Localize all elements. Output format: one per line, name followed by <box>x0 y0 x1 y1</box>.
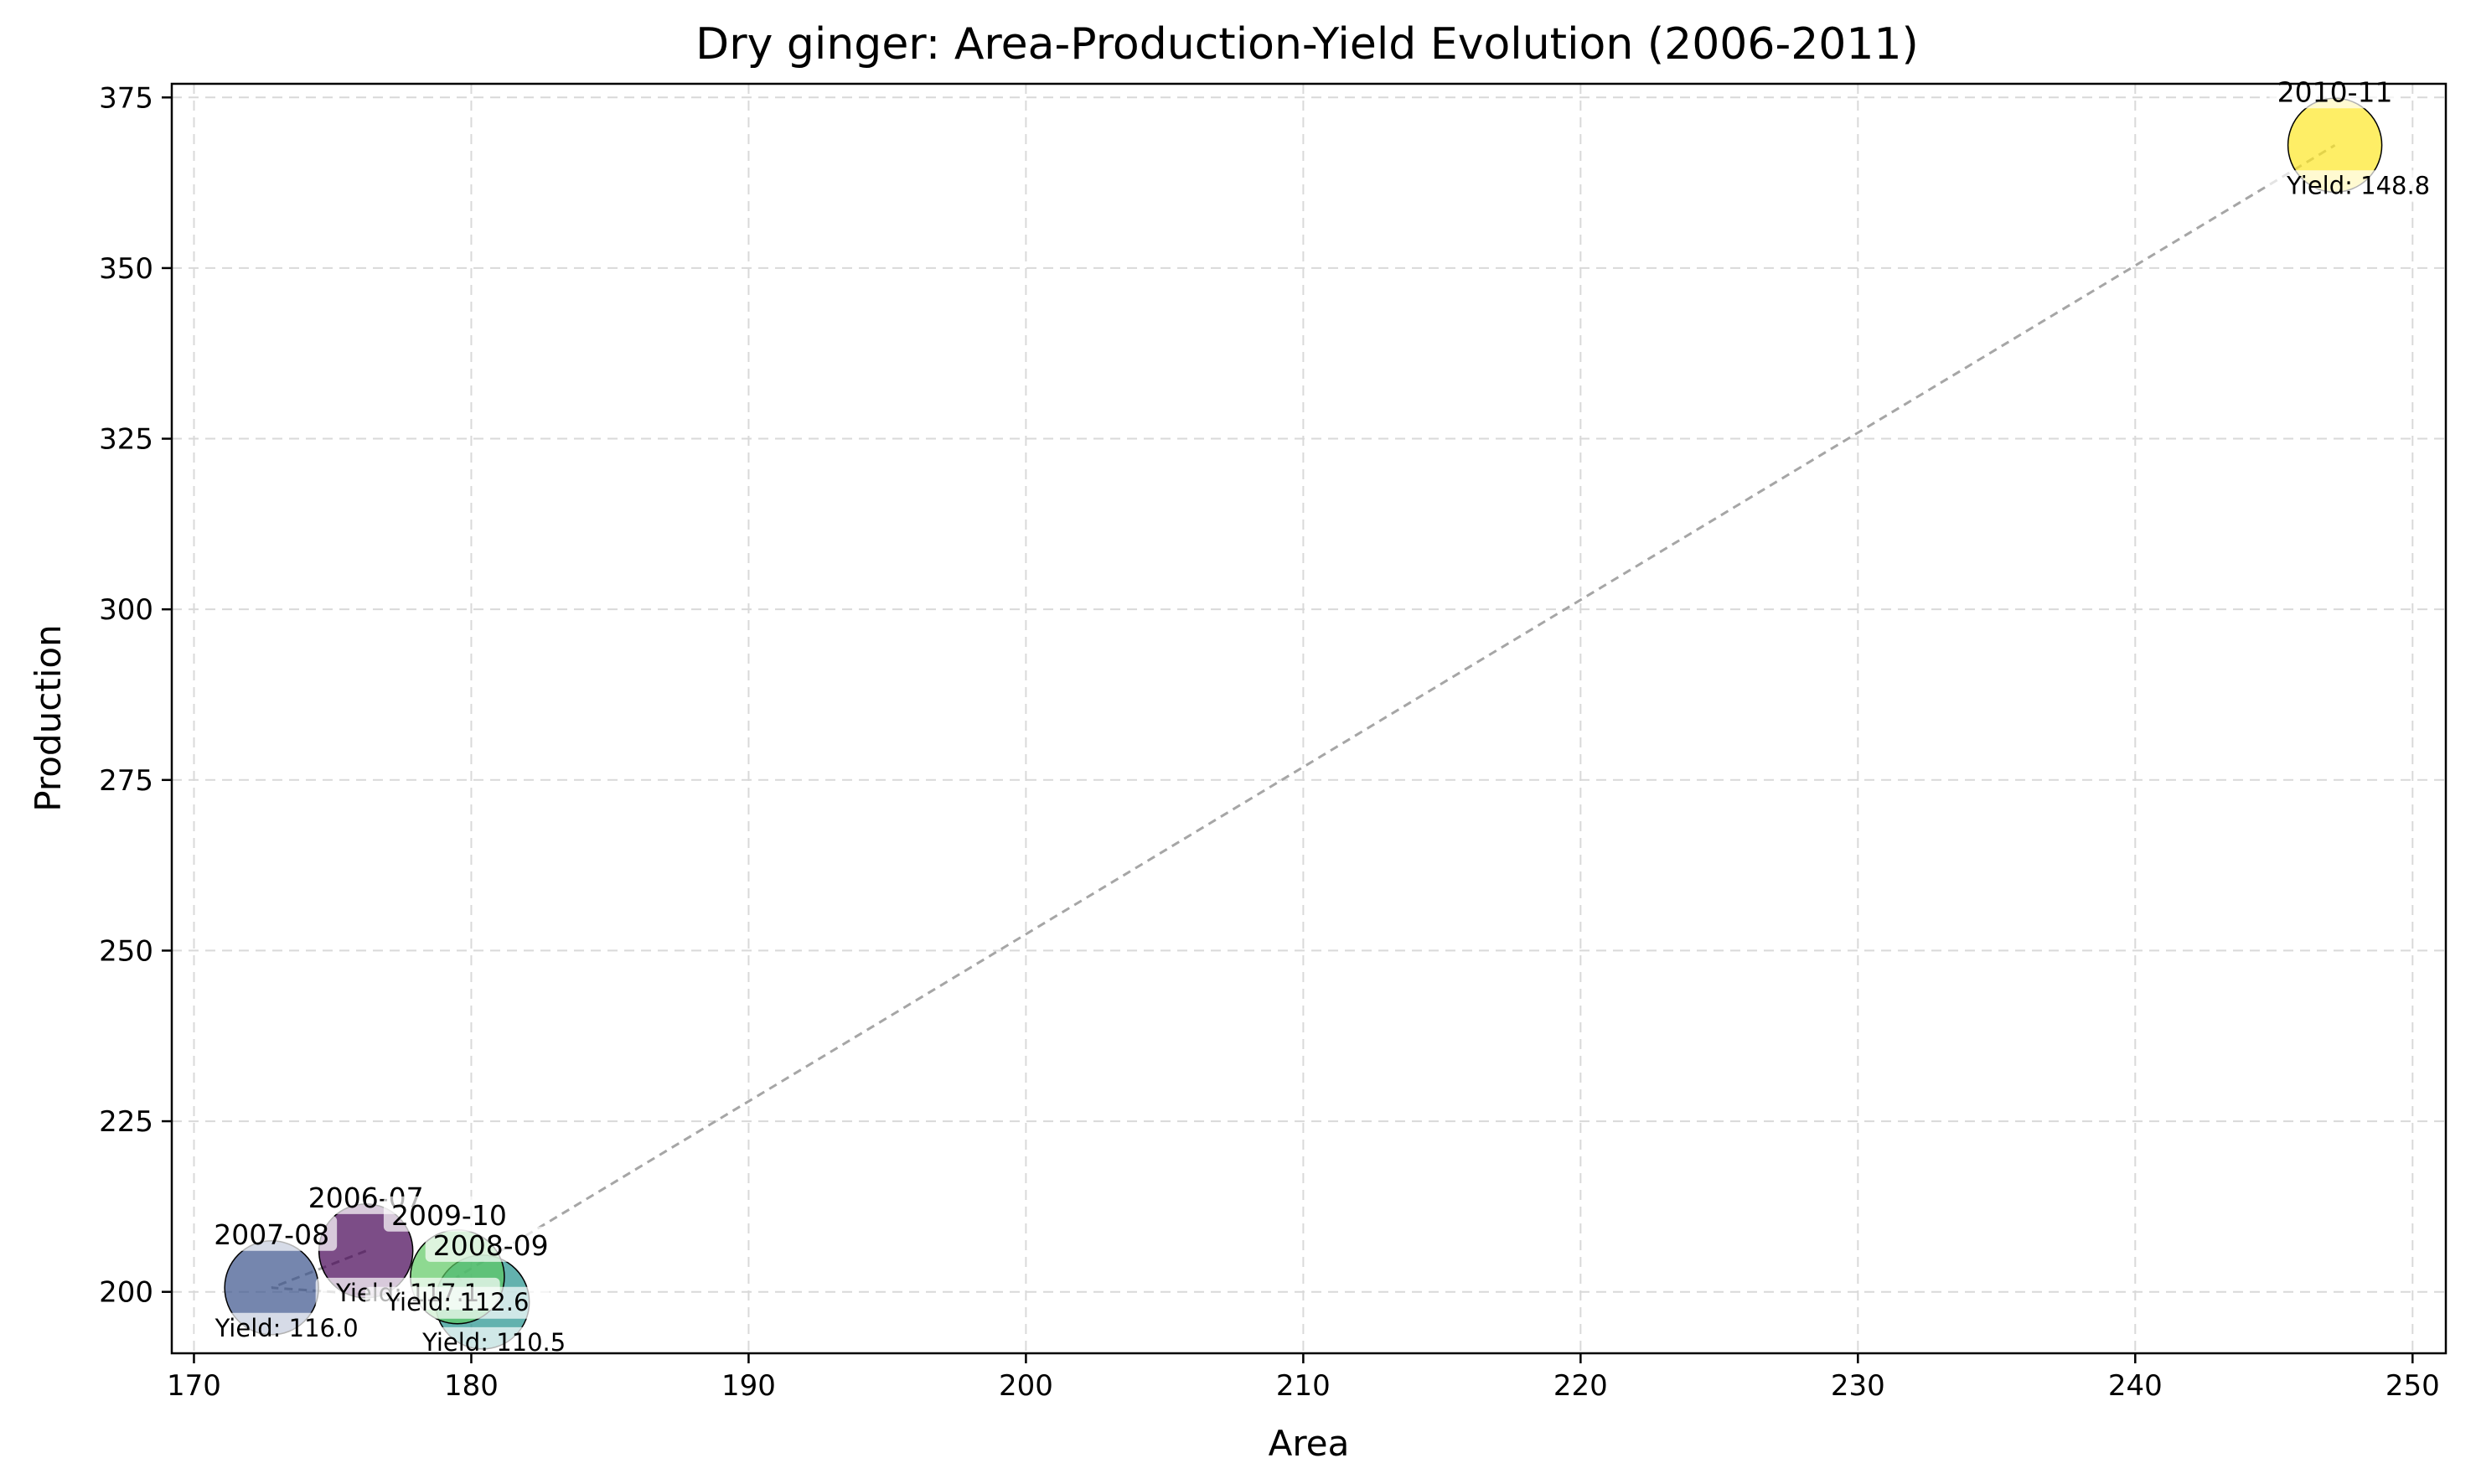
y-tick-label: 200 <box>99 1276 153 1310</box>
yield-label-2009-10: Yield: 112.6 <box>385 1288 529 1316</box>
year-label-box <box>206 1215 338 1251</box>
yield-label-box <box>194 1312 380 1345</box>
y-tick-label: 350 <box>99 252 153 286</box>
y-tick-label: 275 <box>99 764 153 798</box>
x-tick-label: 240 <box>2108 1369 2163 1403</box>
yield-label-2008-09: Yield: 110.5 <box>421 1328 566 1357</box>
y-tick-label: 325 <box>99 423 153 457</box>
ticks-group: 170 180 190 200 210 220 230 240 250 200 225 250 275 3… <box>99 81 2440 1403</box>
x-tick-label: 180 <box>444 1369 499 1403</box>
yield-label-box <box>401 1326 587 1359</box>
grid <box>172 84 2446 1353</box>
year-label-box <box>2269 73 2401 109</box>
chart-title: Dry ginger: Area-Production-Yield Evolut… <box>695 19 1919 70</box>
y-tick-label: 375 <box>99 81 153 115</box>
x-tick-label: 190 <box>721 1369 776 1403</box>
x-tick-label: 230 <box>1831 1369 1885 1403</box>
plot-frame <box>170 82 2448 1355</box>
yield-label-box <box>2266 170 2451 203</box>
x-tick-label: 250 <box>2386 1369 2440 1403</box>
year-label-2008-09: 2008-09 <box>433 1229 549 1262</box>
year-label-box <box>425 1226 556 1262</box>
y-tick-label: 300 <box>99 593 153 627</box>
yield-label-box <box>364 1286 550 1319</box>
x-axis-label: Area <box>1269 1423 1350 1464</box>
x-tick-label: 220 <box>1553 1369 1608 1403</box>
y-axis-label: Production <box>28 624 69 811</box>
x-tick-label: 170 <box>167 1369 221 1403</box>
year-label-box <box>383 1196 514 1232</box>
y-tick-label: 225 <box>99 1105 153 1139</box>
year-label-2010-11: 2010-11 <box>2277 75 2393 108</box>
x-tick-label: 200 <box>999 1369 1053 1403</box>
x-tick-label: 210 <box>1276 1369 1331 1403</box>
year-label-2007-08: 2007-08 <box>214 1218 329 1251</box>
year-label-2009-10: 2009-10 <box>391 1199 507 1232</box>
yield-label-2010-11: Yield: 148.8 <box>2286 171 2430 199</box>
y-tick-label: 250 <box>99 934 153 968</box>
yield-label-2007-08: Yield: 116.0 <box>215 1314 359 1342</box>
